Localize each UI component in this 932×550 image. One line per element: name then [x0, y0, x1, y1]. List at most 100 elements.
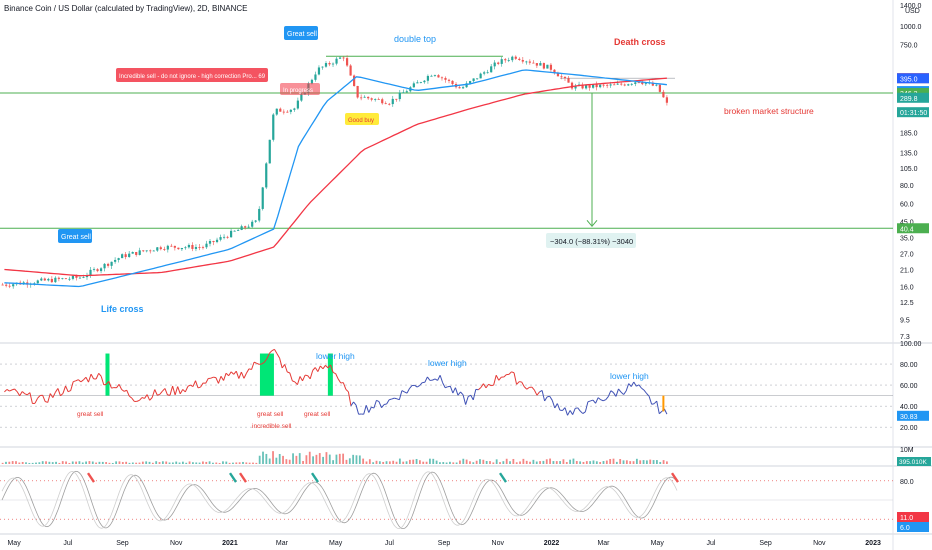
rsi-great-sell-label: great sell	[77, 411, 104, 418]
volume-bar	[352, 454, 355, 464]
rsi-line-segment	[658, 411, 663, 415]
rsi-line-segment	[261, 361, 265, 365]
volume-bar	[612, 458, 615, 464]
rsi-line-segment	[636, 384, 640, 387]
volume-bar	[135, 462, 138, 464]
rsi-line-segment	[302, 374, 306, 382]
rsi-line-segment	[342, 382, 347, 390]
price-tick-label: 45.0	[900, 219, 914, 226]
volume-bar	[212, 462, 214, 464]
volume-bar	[238, 462, 241, 464]
rsi-value-badge-label: 30.83	[900, 414, 918, 421]
candle-body	[240, 226, 243, 230]
volume-bar	[552, 461, 555, 464]
volume-bar	[652, 460, 655, 464]
rsi-line-segment	[233, 370, 237, 375]
rsi-line-segment	[210, 376, 214, 379]
candle-body	[237, 229, 240, 231]
rsi-tick-label: 20.00	[900, 425, 918, 432]
candle-body	[152, 250, 155, 252]
price-axis[interactable]: 1400.0 1000.0 750.0 185.0 135.0 105.0 80.0 60.0…	[900, 3, 922, 341]
volume-pane[interactable]: 10M 395.010K	[1, 447, 931, 466]
volume-bar	[368, 459, 371, 464]
rsi-line-segment	[556, 403, 561, 411]
candle-body	[138, 250, 141, 255]
volume-bar	[666, 461, 668, 464]
candle-body	[493, 62, 496, 67]
volume-bar	[175, 461, 178, 464]
time-axis-label: Jul	[63, 540, 72, 547]
broken-structure-label: broken market structure	[724, 106, 814, 116]
candle-body	[233, 230, 236, 232]
price-tick-label: 12.5	[900, 300, 914, 307]
volume-bar	[28, 462, 31, 464]
candle-body	[219, 237, 222, 240]
great-sell-callout[interactable]	[58, 229, 92, 243]
candle-body	[124, 254, 127, 258]
volume-bar	[335, 454, 338, 464]
rsi-tick-label: 80.00	[900, 362, 918, 369]
volume-bar	[308, 451, 311, 464]
candle-body	[177, 247, 180, 250]
rsi-line-segment	[314, 367, 319, 372]
candle-body	[78, 277, 82, 279]
rsi-line-segment	[299, 376, 303, 382]
good-buy-callout[interactable]	[345, 113, 379, 125]
volume-bar	[419, 460, 421, 464]
rsi-line-segment	[6, 389, 10, 392]
stoch-cross-mark	[87, 472, 95, 483]
volume-bar	[195, 462, 198, 464]
candle-body	[518, 58, 521, 60]
volume-bar	[615, 461, 618, 464]
candle-body	[616, 83, 619, 85]
time-axis[interactable]: May Jul Sep Nov 2021 Mar May Jul Sep Nov 2022 Mar Ma…	[7, 540, 880, 547]
candle-body	[272, 114, 275, 140]
candle-body	[546, 64, 549, 69]
rsi-lower-high-label: lower high	[316, 351, 355, 361]
rsi-line-segment	[98, 372, 102, 377]
rsi-line-segment	[217, 376, 222, 384]
rsi-line-segment	[603, 399, 606, 402]
rsi-line-segment	[625, 383, 630, 392]
time-axis-label: Sep	[759, 540, 772, 547]
volume-bar	[449, 461, 451, 464]
volume-bar	[215, 462, 218, 464]
volume-bar	[545, 459, 548, 464]
candle-body	[71, 275, 75, 279]
volume-bar	[482, 459, 485, 464]
in-progress-callout[interactable]	[280, 83, 320, 95]
rsi-line-segment	[445, 386, 448, 389]
price-tick-label: 7.3	[900, 334, 910, 341]
candle-body	[444, 77, 447, 80]
rsi-line-segment	[83, 376, 87, 381]
stoch-badge-label: 6.0	[900, 525, 910, 532]
volume-bar	[332, 460, 335, 464]
price-tick-label: 105.0	[900, 166, 918, 173]
rsi-line-segment	[197, 386, 201, 389]
volume-bar	[602, 461, 605, 464]
candle-body	[553, 69, 556, 74]
candle-body	[532, 62, 535, 64]
stoch-tick-label: 80.0	[900, 479, 914, 486]
volume-bar	[111, 462, 114, 464]
rsi-line-segment	[623, 390, 627, 395]
measure-label-box[interactable]	[546, 233, 636, 248]
rsi-line-segment	[597, 397, 601, 401]
volume-bar	[435, 460, 438, 464]
stoch-rsi-pane[interactable]: 80.020.011.06.0	[0, 470, 929, 532]
rsi-line-segment	[426, 376, 431, 381]
great-sell-callout[interactable]	[284, 26, 318, 40]
rsi-line-segment	[60, 392, 64, 397]
candle-body	[613, 84, 616, 86]
rsi-line-segment	[248, 368, 252, 370]
incredible-sell-callout[interactable]	[116, 68, 268, 82]
rsi-line-segment	[65, 385, 69, 392]
candle-body	[265, 163, 268, 188]
rsi-pane[interactable]: 100.00 80.00 60.00 40.00 20.00 30.83	[0, 341, 929, 432]
candle-body	[338, 57, 342, 59]
time-axis-label: 2022	[544, 540, 560, 547]
rsi-line-segment	[648, 396, 653, 405]
rsi-line-segment	[419, 382, 423, 386]
